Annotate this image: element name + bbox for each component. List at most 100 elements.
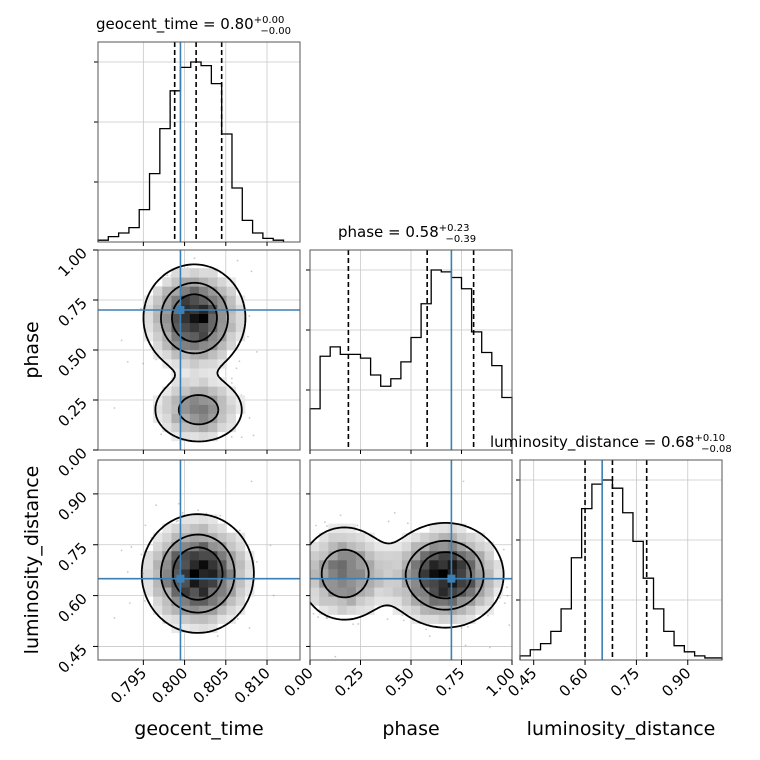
density-cell <box>180 404 191 414</box>
density-cell <box>199 614 209 624</box>
sample-point <box>356 524 359 527</box>
density-cell <box>226 386 237 396</box>
density-cell <box>365 541 375 552</box>
density-cell <box>319 541 329 552</box>
density-cell <box>411 560 421 570</box>
density-cell <box>217 286 227 296</box>
density-cell <box>199 514 209 524</box>
density-cell <box>153 331 163 342</box>
density-cell <box>466 560 476 570</box>
density-cell <box>383 596 393 606</box>
density-cell <box>475 550 485 561</box>
density-cell <box>199 377 209 387</box>
density-cell <box>171 313 181 324</box>
density-cell <box>180 422 191 433</box>
xtick-label: 0.75 <box>432 664 468 700</box>
xaxis-luminosity_distance: 0.45 0.60 0.75 0.90 <box>504 660 695 700</box>
density-cell <box>226 532 237 543</box>
density-cell <box>171 404 181 414</box>
density-cell <box>162 386 172 396</box>
density-cell <box>456 569 467 579</box>
density-cell <box>466 578 476 588</box>
density-cell <box>162 614 172 624</box>
density-cell <box>235 532 246 543</box>
density-cell <box>143 578 154 588</box>
sample-point <box>197 509 200 512</box>
sample-point <box>506 586 508 589</box>
density-cell <box>208 550 218 561</box>
density-cell <box>411 596 421 606</box>
sample-point <box>230 382 233 384</box>
yaxis-label-phase: phase <box>21 321 43 378</box>
density-cell <box>420 560 430 570</box>
density-cell <box>484 560 494 570</box>
ytick-label: 1.00 <box>54 244 90 280</box>
density-cell <box>171 331 181 342</box>
density-cell <box>466 614 476 624</box>
density-cell <box>319 596 329 606</box>
density-cell <box>374 541 384 552</box>
sample-point <box>142 362 144 365</box>
density-cell <box>217 395 227 405</box>
density-cell <box>475 596 485 606</box>
sample-point <box>386 618 389 621</box>
density-cell <box>365 532 375 543</box>
density-cell <box>235 541 246 552</box>
density-cell <box>162 560 172 570</box>
sample-point <box>140 553 143 556</box>
xaxis-label-phase: phase <box>382 718 439 740</box>
yaxis-label-luminosity_distance: luminosity_distance <box>21 466 43 655</box>
density-cell <box>171 532 181 543</box>
sample-point <box>506 594 509 597</box>
density-cell <box>208 295 218 305</box>
density-cell <box>180 350 191 360</box>
density-cell <box>226 541 237 552</box>
density-cell <box>153 578 163 588</box>
density-cell <box>153 313 163 324</box>
density-cell <box>217 404 227 414</box>
sample-point <box>464 644 467 647</box>
density-cell <box>189 286 200 296</box>
density-cell <box>162 340 172 351</box>
density-cell <box>199 596 209 606</box>
sample-point <box>248 627 251 629</box>
sample-point <box>130 546 133 548</box>
density-cell <box>429 550 439 561</box>
sample-point <box>126 570 129 573</box>
density-cell <box>208 422 218 433</box>
sample-point <box>428 635 431 638</box>
density-cell <box>162 596 172 606</box>
ytick-label: 0.60 <box>54 590 90 626</box>
density-cell <box>153 550 163 561</box>
density-cell <box>456 578 467 588</box>
density-cell <box>208 587 218 597</box>
density-cell <box>180 359 191 369</box>
density-cell <box>162 578 172 588</box>
xtick-label: 0.795 <box>107 664 150 707</box>
density-cell <box>493 560 504 570</box>
density-cell <box>199 340 209 351</box>
density-cell <box>484 550 494 561</box>
density-cell <box>310 541 320 552</box>
density-cell <box>310 569 320 579</box>
xtick-label: 0.00 <box>280 664 316 700</box>
density-cell <box>199 395 209 405</box>
density-cell <box>171 277 181 287</box>
sample-point <box>144 524 147 527</box>
sample-point <box>326 617 328 619</box>
density-cell <box>189 377 200 387</box>
sample-point <box>406 522 409 525</box>
density-cell <box>346 541 357 552</box>
density-cell <box>420 550 430 561</box>
sample-point <box>216 635 219 638</box>
density-cell <box>171 368 181 378</box>
ytick-label: 0.75 <box>54 539 90 575</box>
density-cell <box>365 587 375 597</box>
hist-geocent_time <box>94 42 285 242</box>
density-cell <box>383 560 393 570</box>
density-cell <box>199 587 209 597</box>
density-cell <box>189 340 200 351</box>
density-cell <box>171 268 181 278</box>
density-cell <box>171 386 181 396</box>
density-cell <box>189 368 200 378</box>
